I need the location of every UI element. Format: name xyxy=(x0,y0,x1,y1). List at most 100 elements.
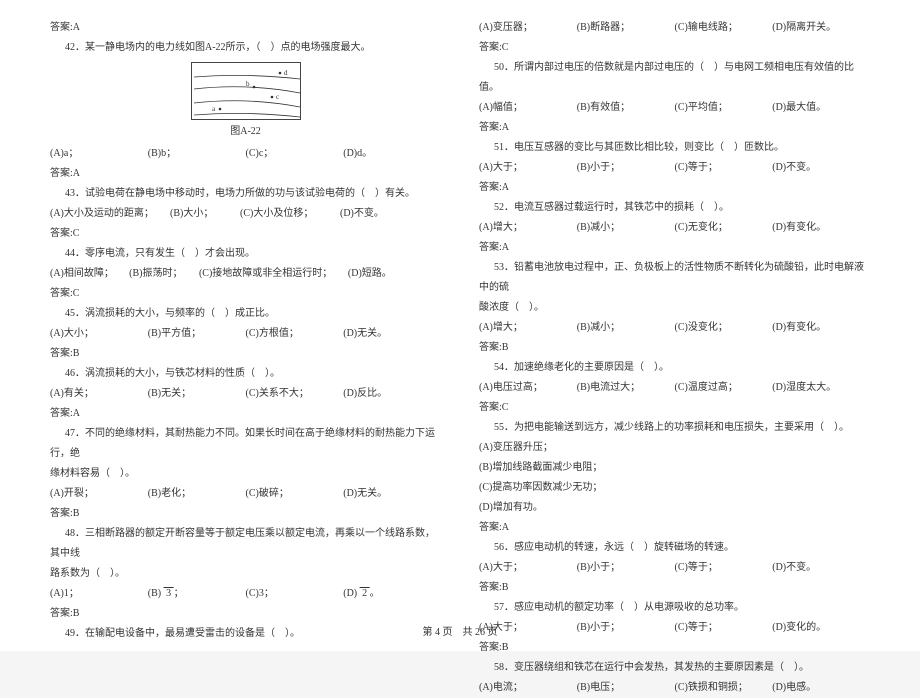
opt-50c: (C)平均值； xyxy=(675,98,773,118)
opt-52a: (A)增大； xyxy=(479,218,577,238)
opt-54c: (C)温度过高； xyxy=(675,378,773,398)
opt-42c: (C)c； xyxy=(246,144,344,164)
opt-42a: (A)a； xyxy=(50,144,148,164)
opt-49b: (B)断路器； xyxy=(577,18,675,38)
options-53: (A)增大； (B)减小； (C)没变化； (D)有变化。 xyxy=(479,318,870,338)
answer-46: 答案:A xyxy=(50,404,441,424)
answer-55: 答案:A xyxy=(479,518,870,538)
options-49: (A)变压器； (B)断路器； (C)输电线路； (D)隔离开关。 xyxy=(479,18,870,38)
opt-46d: (D)反比。 xyxy=(343,384,441,404)
opt-42d: (D)d。 xyxy=(343,144,441,164)
question-51: 51．电压互感器的变比与其匝数比相比较，则变比（ ）匝数比。 xyxy=(479,138,870,158)
question-58: 58．变压器绕组和铁芯在运行中会发热，其发热的主要原因素是（ ）。 xyxy=(479,658,870,678)
question-43: 43．试验电荷在静电场中移动时，电场力所做的功与该试验电荷的（ ）有关。 xyxy=(50,184,441,204)
opt-51b: (B)小于； xyxy=(577,158,675,178)
svg-text:c: c xyxy=(276,93,279,101)
options-43: (A)大小及运动的距离； (B)大小； (C)大小及位移； (D)不变。 xyxy=(50,204,441,224)
page: 答案:A 42．某一静电场内的电力线如图A-22所示，（ ）点的电场强度最大。 … xyxy=(0,0,920,651)
answer-48: 答案:B xyxy=(50,604,441,624)
opt-44a: (A)相间故障； xyxy=(50,264,129,284)
opt-46b: (B)无关； xyxy=(148,384,246,404)
opt-53b: (B)减小； xyxy=(577,318,675,338)
opt-54a: (A)电压过高； xyxy=(479,378,577,398)
opt-58d: (D)电感。 xyxy=(772,678,870,698)
opt-51a: (A)大于； xyxy=(479,158,577,178)
question-55: 55．为把电能输送到远方，减少线路上的功率损耗和电压损失，主要采用（ ）。 xyxy=(479,418,870,438)
opt-54b: (B)电流过大； xyxy=(577,378,675,398)
opt-43c: (C)大小及位移； xyxy=(240,204,340,224)
opt-56c: (C)等于； xyxy=(675,558,773,578)
svg-text:a: a xyxy=(212,105,216,113)
figure-a22: d b c a 图A-22 xyxy=(50,62,441,142)
opt-51c: (C)等于； xyxy=(675,158,773,178)
opt-51d: (D)不变。 xyxy=(772,158,870,178)
opt-43d: (D)不变。 xyxy=(340,204,440,224)
opt-50d: (D)最大值。 xyxy=(772,98,870,118)
question-46: 46．涡流损耗的大小，与铁芯材料的性质（ ）。 xyxy=(50,364,441,384)
figure-caption: 图A-22 xyxy=(230,122,261,142)
opt-58c: (C)铁损和铜损； xyxy=(675,678,773,698)
opt-56a: (A)大于； xyxy=(479,558,577,578)
opt-45c: (C)方根值； xyxy=(246,324,344,344)
answer-54: 答案:C xyxy=(479,398,870,418)
opt-47d: (D)无关。 xyxy=(343,484,441,504)
opt-48c: (C)3； xyxy=(246,584,344,604)
answer-47: 答案:B xyxy=(50,504,441,524)
options-47: (A)开裂； (B)老化； (C)破碎； (D)无关。 xyxy=(50,484,441,504)
options-54: (A)电压过高； (B)电流过大； (C)温度过高； (D)湿度太大。 xyxy=(479,378,870,398)
options-56: (A)大于； (B)小于； (C)等于； (D)不变。 xyxy=(479,558,870,578)
opt-55d: (D)增加有功。 xyxy=(479,498,679,518)
options-51: (A)大于； (B)小于； (C)等于； (D)不变。 xyxy=(479,158,870,178)
question-48-line1: 48．三相断路器的额定开断容量等于额定电压乘以额定电流，再乘以一个线路系数，其中… xyxy=(50,524,441,564)
opt-56b: (B)小于； xyxy=(577,558,675,578)
opt-55b: (B)增加线路截面减少电阻； xyxy=(479,458,679,478)
answer-41: 答案:A xyxy=(50,18,441,38)
opt-56d: (D)不变。 xyxy=(772,558,870,578)
two-column-layout: 答案:A 42．某一静电场内的电力线如图A-22所示，（ ）点的电场强度最大。 … xyxy=(50,18,870,698)
answer-52: 答案:A xyxy=(479,238,870,258)
field-lines-icon: d b c a xyxy=(192,63,302,121)
answer-56: 答案:B xyxy=(479,578,870,598)
page-footer: 第 4 页 共 26 页 xyxy=(0,623,920,643)
answer-44: 答案:C xyxy=(50,284,441,304)
opt-48a: (A)1； xyxy=(50,584,148,604)
opt-55c: (C)提高功率因数减少无功； xyxy=(479,478,679,498)
opt-45d: (D)无关。 xyxy=(343,324,441,344)
svg-text:b: b xyxy=(246,80,250,88)
opt-45a: (A)大小； xyxy=(50,324,148,344)
opt-52d: (D)有变化。 xyxy=(772,218,870,238)
question-44: 44．零序电流，只有发生（ ）才会出现。 xyxy=(50,244,441,264)
opt-47a: (A)开裂； xyxy=(50,484,148,504)
opt-43b: (B)大小； xyxy=(170,204,240,224)
opt-58a: (A)电流； xyxy=(479,678,577,698)
question-48-line2: 路系数为（ ）。 xyxy=(50,564,441,584)
options-50: (A)幅值； (B)有效值； (C)平均值； (D)最大值。 xyxy=(479,98,870,118)
question-57: 57．感应电动机的额定功率（ ）从电源吸收的总功率。 xyxy=(479,598,870,618)
opt-42b: (B)b； xyxy=(148,144,246,164)
answer-43: 答案:C xyxy=(50,224,441,244)
opt-58b: (B)电压； xyxy=(577,678,675,698)
options-52: (A)增大； (B)减小； (C)无变化； (D)有变化。 xyxy=(479,218,870,238)
opt-44d: (D)短路。 xyxy=(348,264,441,284)
opt-47c: (C)破碎； xyxy=(246,484,344,504)
question-53-line2: 酸浓度（ ）。 xyxy=(479,298,870,318)
opt-53d: (D)有变化。 xyxy=(772,318,870,338)
answer-51: 答案:A xyxy=(479,178,870,198)
options-45: (A)大小； (B)平方值； (C)方根值； (D)无关。 xyxy=(50,324,441,344)
options-46: (A)有关； (B)无关； (C)关系不大； (D)反比。 xyxy=(50,384,441,404)
opt-53c: (C)没变化； xyxy=(675,318,773,338)
opt-49c: (C)输电线路； xyxy=(675,18,773,38)
answer-42: 答案:A xyxy=(50,164,441,184)
opt-44b: (B)振荡时； xyxy=(129,264,199,284)
question-52: 52．电流互感器过载运行时，其铁芯中的损耗（ ）。 xyxy=(479,198,870,218)
opt-46a: (A)有关； xyxy=(50,384,148,404)
opt-48b: (B) 3 ； xyxy=(148,584,246,604)
opt-44c: (C)接地故障或非全相运行时； xyxy=(199,264,348,284)
left-column: 答案:A 42．某一静电场内的电力线如图A-22所示，（ ）点的电场强度最大。 … xyxy=(50,18,441,698)
options-42: (A)a； (B)b； (C)c； (D)d。 xyxy=(50,144,441,164)
opt-50b: (B)有效值； xyxy=(577,98,675,118)
question-47-line2: 缘材料容易（ ）。 xyxy=(50,464,441,484)
question-42: 42．某一静电场内的电力线如图A-22所示，（ ）点的电场强度最大。 xyxy=(50,38,441,58)
opt-52c: (C)无变化； xyxy=(675,218,773,238)
question-56: 56．感应电动机的转速，永远（ ）旋转磁场的转速。 xyxy=(479,538,870,558)
